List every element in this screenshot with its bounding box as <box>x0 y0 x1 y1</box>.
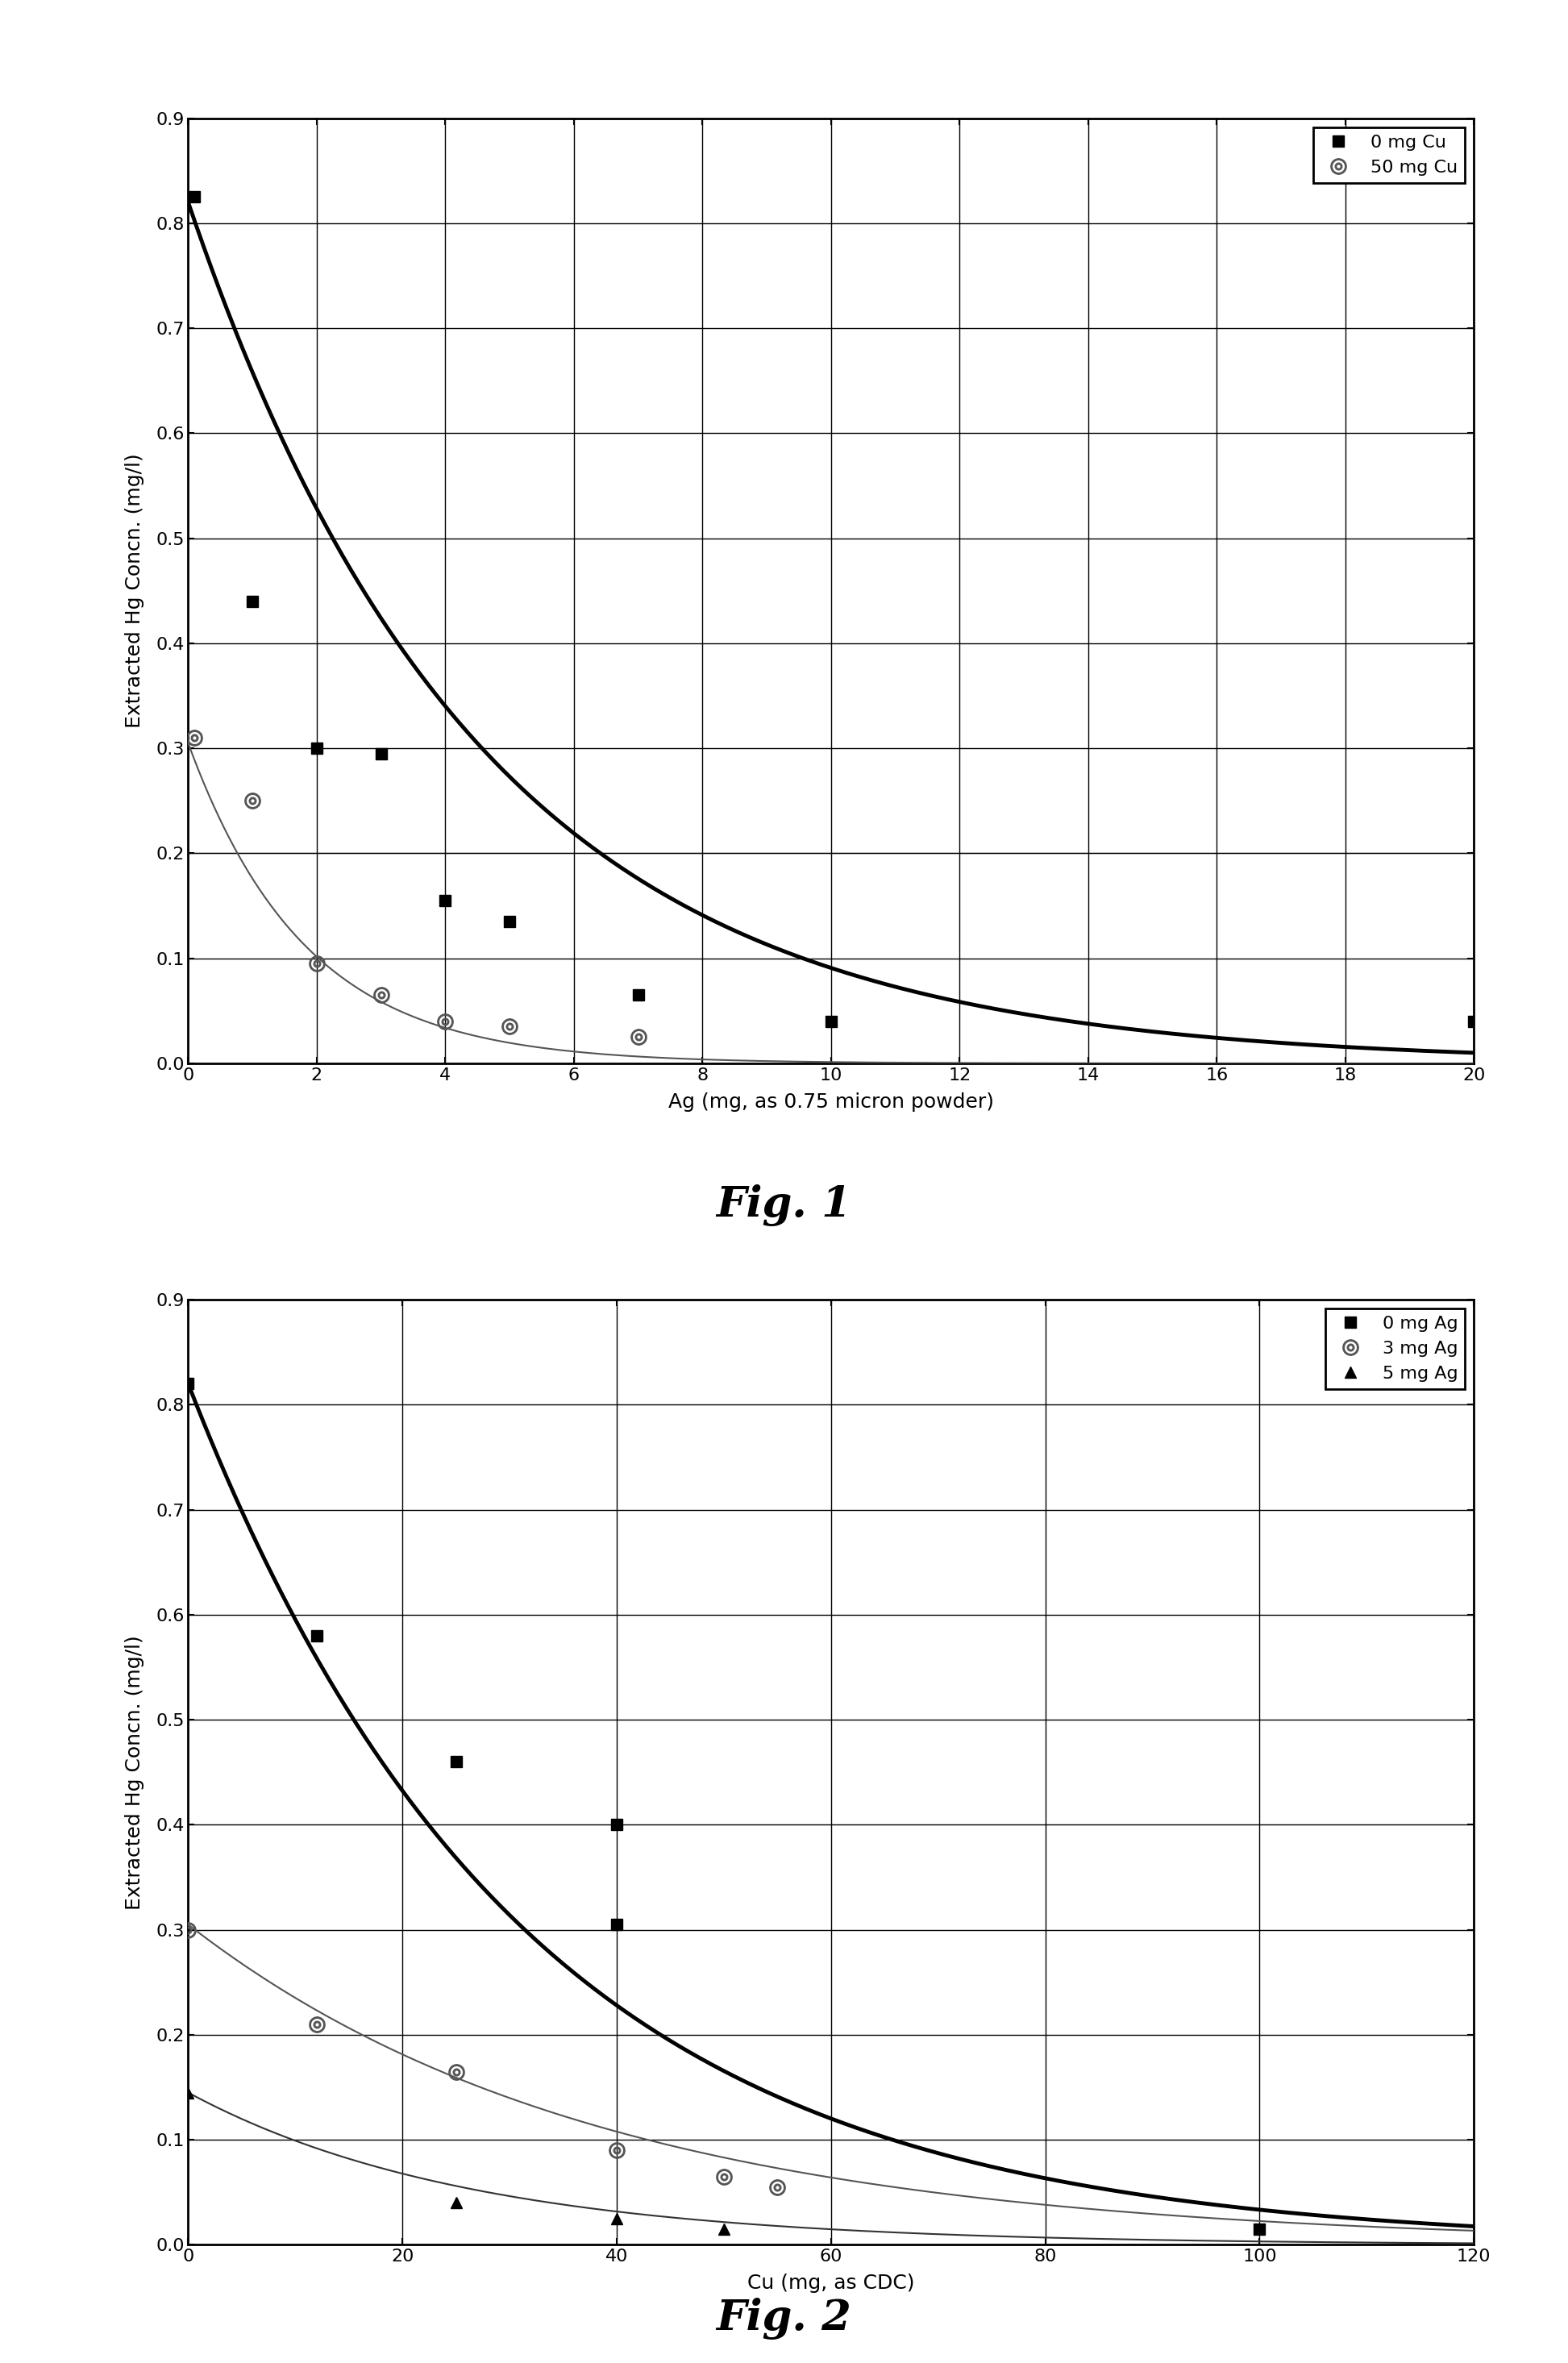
X-axis label: Ag (mg, as 0.75 micron powder): Ag (mg, as 0.75 micron powder) <box>668 1092 994 1111</box>
X-axis label: Cu (mg, as CDC): Cu (mg, as CDC) <box>748 2273 914 2292</box>
Y-axis label: Extracted Hg Concn. (mg/l): Extracted Hg Concn. (mg/l) <box>125 1635 144 1909</box>
Legend: 0 mg Ag, 3 mg Ag, 5 mg Ag: 0 mg Ag, 3 mg Ag, 5 mg Ag <box>1325 1309 1465 1389</box>
Text: Fig. 2: Fig. 2 <box>717 2297 851 2339</box>
Legend: 0 mg Cu, 50 mg Cu: 0 mg Cu, 50 mg Cu <box>1314 128 1465 182</box>
Y-axis label: Extracted Hg Concn. (mg/l): Extracted Hg Concn. (mg/l) <box>125 454 144 728</box>
Text: Fig. 1: Fig. 1 <box>717 1184 851 1226</box>
